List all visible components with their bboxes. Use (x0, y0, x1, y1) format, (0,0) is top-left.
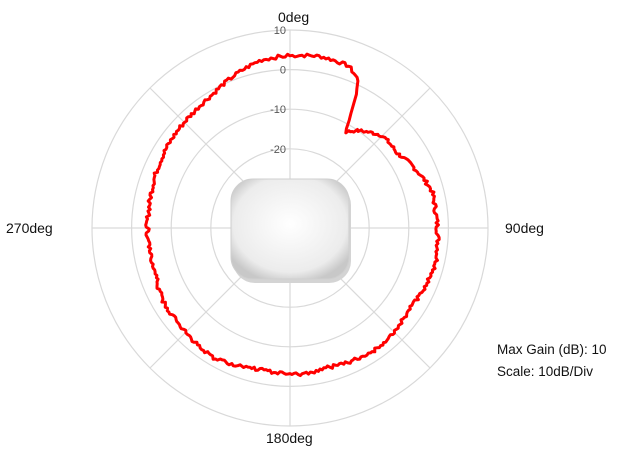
device-body (230, 178, 350, 280)
angle-label-0deg: 0deg (278, 9, 310, 25)
angle-label-270deg: 270deg (6, 220, 53, 236)
device-icon (230, 178, 351, 283)
ring-tick-label: -10 (270, 104, 286, 116)
angle-label-180deg: 180deg (266, 430, 313, 446)
max-gain-label: Max Gain (dB): 10 (497, 342, 607, 357)
radiation-pattern-line (144, 52, 441, 378)
ring-tick-label: 0 (280, 65, 286, 77)
angle-label-90deg: 90deg (505, 220, 544, 236)
ring-tick-labels: 10 0 -10 -20 (270, 25, 286, 156)
ring-tick-label: 10 (274, 25, 286, 37)
scale-label: Scale: 10dB/Div (497, 364, 594, 379)
ring-tick-label: -20 (270, 144, 286, 156)
